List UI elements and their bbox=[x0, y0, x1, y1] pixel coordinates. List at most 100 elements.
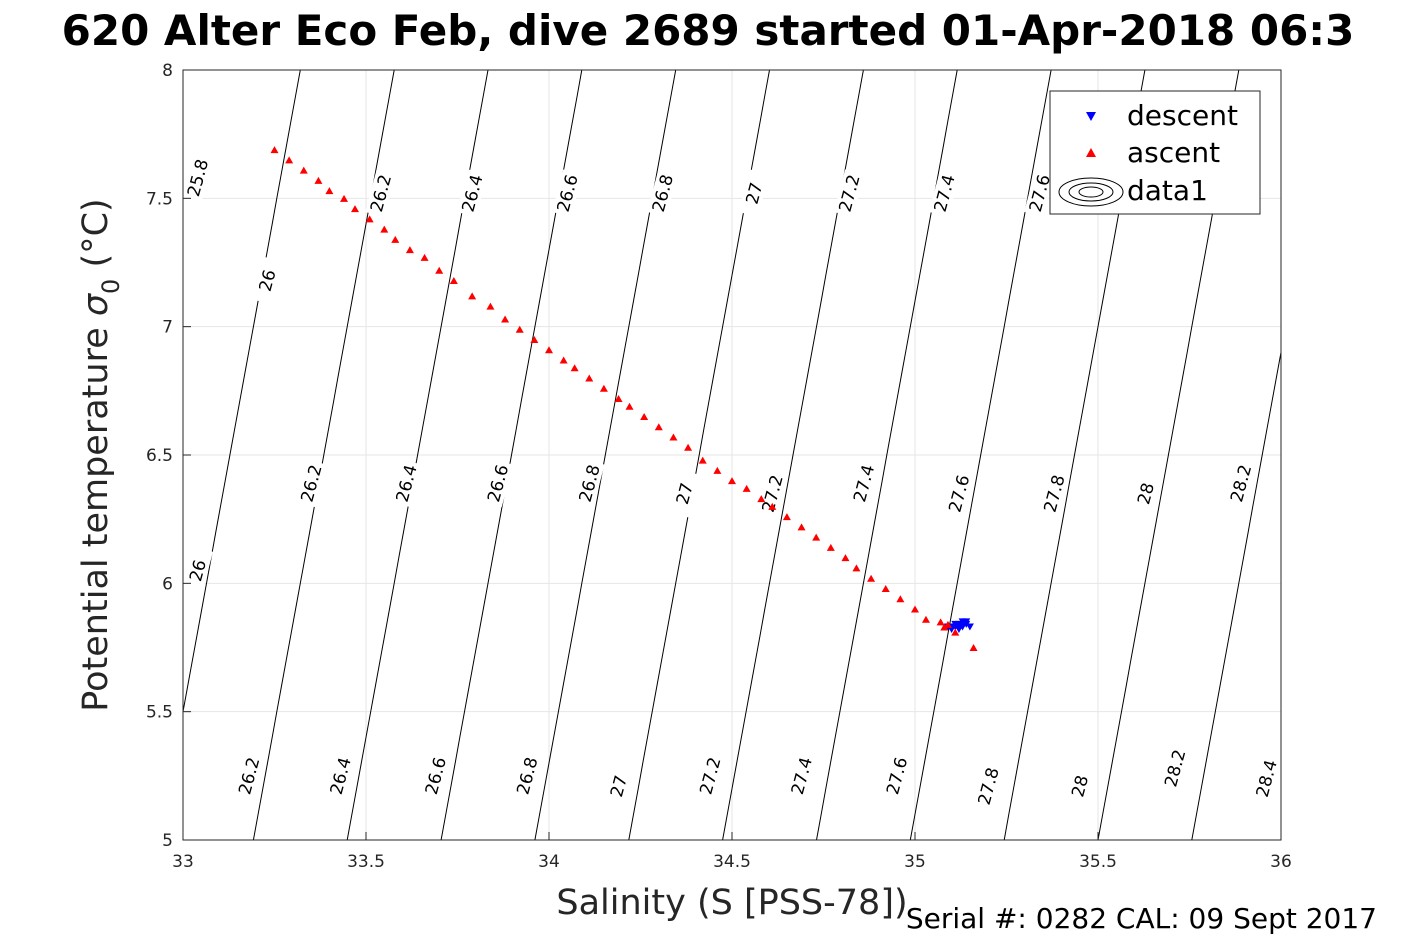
contour-label-gap bbox=[325, 751, 356, 800]
ascent-point bbox=[969, 644, 978, 651]
contour-label: 26.2 bbox=[235, 755, 264, 797]
contour-label-gap bbox=[972, 762, 1004, 810]
contour-label: 27.6 bbox=[945, 473, 974, 515]
ascent-point bbox=[340, 194, 349, 202]
data-points bbox=[270, 146, 978, 651]
y-tick-label: 6.5 bbox=[146, 446, 173, 466]
ascent-point bbox=[420, 253, 429, 261]
contour-label-gap bbox=[1038, 469, 1070, 518]
contour-label-gap bbox=[420, 751, 451, 800]
ascent-point bbox=[640, 413, 649, 420]
legend: descent ascent data1 bbox=[1049, 90, 1261, 215]
contour-label-gap bbox=[694, 751, 726, 800]
contour-label-gap bbox=[390, 459, 422, 508]
contour-label: 27.4 bbox=[850, 463, 879, 505]
y-axis-label: Potential temperature σ0 (°C) bbox=[76, 198, 125, 711]
density-contour bbox=[1191, 352, 1282, 841]
descent-point bbox=[951, 620, 960, 628]
y-tick-label: 5.5 bbox=[146, 703, 173, 723]
legend-ascent-label: ascent bbox=[1127, 136, 1220, 169]
ascent-point bbox=[391, 235, 400, 243]
contour-label: 26.4 bbox=[393, 463, 422, 505]
ascent-point bbox=[625, 402, 634, 410]
contour-label: 26.2 bbox=[367, 173, 396, 215]
contour-label-gap bbox=[848, 459, 880, 508]
contour-label-gap bbox=[833, 169, 865, 218]
ascent-point bbox=[951, 628, 960, 636]
descent-point bbox=[958, 623, 967, 631]
ascent-point bbox=[728, 477, 736, 485]
contour-label: 25.8 bbox=[184, 157, 213, 199]
contour-label: 27.6 bbox=[883, 755, 912, 797]
ascent-point bbox=[698, 456, 707, 464]
serial-cal-footer: Serial #: 0282 CAL: 09 Sept 2017 bbox=[906, 902, 1377, 935]
legend-box bbox=[1049, 90, 1261, 215]
contour-label: 27.4 bbox=[931, 173, 960, 215]
ascent-point bbox=[314, 176, 323, 184]
contour-label-gap bbox=[456, 169, 488, 218]
y-tick-label: 7.5 bbox=[146, 189, 173, 209]
contour-label-gap bbox=[573, 459, 605, 508]
y-tick-label: 8 bbox=[162, 61, 173, 81]
ascent-point bbox=[599, 384, 608, 392]
ascent-point bbox=[768, 502, 777, 510]
ascent-point bbox=[515, 325, 524, 333]
contour-label-gap bbox=[786, 751, 817, 800]
contour-label-gap bbox=[251, 256, 283, 305]
contour-label-gap bbox=[928, 169, 960, 218]
ascent-point bbox=[325, 187, 334, 195]
ascent-point bbox=[684, 443, 693, 451]
ascent-point bbox=[530, 336, 539, 343]
ascent-point bbox=[468, 292, 477, 300]
ascent-point bbox=[713, 466, 722, 474]
ascent-point bbox=[852, 564, 861, 572]
ascent-point bbox=[742, 484, 751, 492]
contour-label-gap bbox=[365, 169, 396, 218]
contour-label-gap bbox=[881, 751, 913, 800]
y-ticks: 5 5.5 6 6.5 7 7.5 8 bbox=[146, 61, 191, 851]
contour-label: 27.2 bbox=[836, 173, 865, 215]
contour-label-gap bbox=[1225, 459, 1257, 508]
contour-label: 26.8 bbox=[576, 463, 605, 505]
x-tick-label: 36 bbox=[1270, 852, 1292, 872]
ascent-point bbox=[270, 146, 279, 154]
contour-label: 28.2 bbox=[1161, 748, 1190, 790]
ascent-point bbox=[285, 156, 294, 164]
contour-label-gap bbox=[603, 762, 634, 810]
y-tick-label: 7 bbox=[162, 318, 173, 338]
ascent-point bbox=[936, 618, 945, 626]
legend-contour-marker bbox=[1058, 177, 1124, 207]
contour-label-gap bbox=[295, 459, 327, 508]
contour-label: 26.4 bbox=[327, 755, 356, 797]
ascent-point bbox=[365, 215, 374, 223]
contour-label: 26.4 bbox=[459, 173, 488, 215]
contour-label: 28.2 bbox=[1227, 463, 1256, 505]
ascent-point bbox=[921, 615, 930, 623]
x-tick-label: 35 bbox=[904, 852, 926, 872]
ascent-point bbox=[782, 513, 791, 521]
x-tick-label: 33.5 bbox=[347, 852, 385, 872]
contour-label-gap bbox=[482, 459, 514, 508]
contour-label-gap bbox=[511, 751, 543, 800]
contour-label-gap bbox=[1024, 169, 1055, 218]
legend-ascent-marker bbox=[1086, 148, 1096, 157]
contour-label-gap bbox=[738, 169, 770, 218]
x-tick-label: 35.5 bbox=[1079, 852, 1117, 872]
ascent-point bbox=[449, 276, 458, 284]
ascent-point bbox=[669, 433, 678, 441]
ascent-point bbox=[299, 166, 308, 174]
contour-label: 26.6 bbox=[484, 463, 513, 505]
descent-point bbox=[962, 618, 971, 626]
contour-label-gap bbox=[551, 169, 583, 218]
ascent-point bbox=[570, 364, 579, 372]
ascent-point bbox=[826, 543, 835, 551]
ascent-point bbox=[940, 623, 949, 631]
x-tick-label: 34 bbox=[538, 852, 560, 872]
legend-descent-marker bbox=[1086, 112, 1096, 121]
legend-contour-label: data1 bbox=[1127, 174, 1208, 207]
ascent-point bbox=[896, 595, 905, 603]
x-ticks: 33 33.5 34 34.5 35 35.5 36 bbox=[172, 832, 1292, 872]
ascent-point bbox=[545, 346, 553, 354]
ascent-point bbox=[654, 423, 663, 431]
